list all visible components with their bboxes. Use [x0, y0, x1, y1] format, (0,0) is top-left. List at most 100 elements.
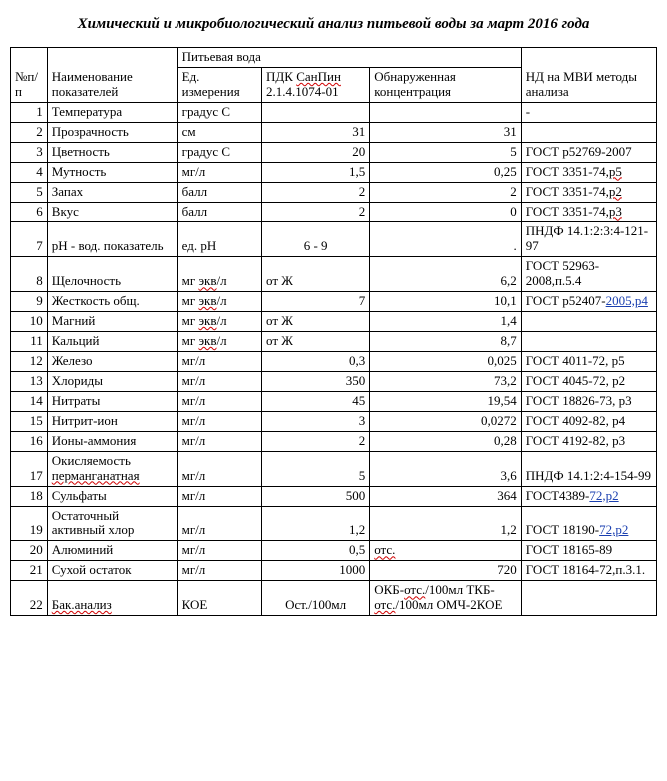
cell-unit: мг экв/л: [177, 312, 261, 332]
cell-name: Кальций: [47, 332, 177, 352]
cell-nd: [521, 332, 656, 352]
cell-nd: ГОСТ 3351-74,р3: [521, 202, 656, 222]
cell-name: Нитраты: [47, 391, 177, 411]
cell-name: Сульфаты: [47, 486, 177, 506]
cell-number: 10: [11, 312, 48, 332]
cell-unit: градус С: [177, 142, 261, 162]
cell-number: 8: [11, 257, 48, 292]
cell-name: Ионы-аммония: [47, 431, 177, 451]
table-row: 17Окисляемость перманганатнаямг/л53,6ПНД…: [11, 451, 657, 486]
cell-unit: балл: [177, 182, 261, 202]
header-number: №п/п: [11, 48, 48, 103]
cell-unit: мг/л: [177, 162, 261, 182]
cell-pdk: 2: [262, 431, 370, 451]
cell-number: 2: [11, 122, 48, 142]
cell-number: 7: [11, 222, 48, 257]
cell-unit: мг/л: [177, 371, 261, 391]
table-row: 9Жесткость общ.мг экв/л710,1ГОСТ р52407-…: [11, 292, 657, 312]
cell-number: 12: [11, 352, 48, 372]
cell-number: 17: [11, 451, 48, 486]
cell-nd: ГОСТ 3351-74,р2: [521, 182, 656, 202]
header-name: Наименование показателей: [47, 48, 177, 103]
cell-nd: -: [521, 102, 656, 122]
cell-unit: мг/л: [177, 391, 261, 411]
table-row: 21Сухой остатокмг/л1000720ГОСТ 18164-72,…: [11, 561, 657, 581]
table-row: 5Запахбалл22ГОСТ 3351-74,р2: [11, 182, 657, 202]
table-row: 16Ионы-аммониямг/л20,28ГОСТ 4192-82, р3: [11, 431, 657, 451]
cell-number: 9: [11, 292, 48, 312]
cell-number: 21: [11, 561, 48, 581]
cell-number: 15: [11, 411, 48, 431]
cell-conc: 3,6: [370, 451, 521, 486]
cell-conc: 2: [370, 182, 521, 202]
cell-pdk: 3: [262, 411, 370, 431]
cell-pdk: 6 - 9: [262, 222, 370, 257]
cell-unit: градус С: [177, 102, 261, 122]
cell-conc: 1,2: [370, 506, 521, 541]
page-title: Химический и микробиологический анализ п…: [10, 16, 657, 33]
cell-pdk: 5: [262, 451, 370, 486]
cell-conc: 10,1: [370, 292, 521, 312]
cell-number: 6: [11, 202, 48, 222]
cell-unit: мг экв/л: [177, 257, 261, 292]
cell-conc: 5: [370, 142, 521, 162]
cell-name: Цветность: [47, 142, 177, 162]
cell-conc: 31: [370, 122, 521, 142]
cell-number: 4: [11, 162, 48, 182]
cell-number: 22: [11, 581, 48, 616]
table-row: 4Мутностьмг/л1,50,25ГОСТ 3351-74,р5: [11, 162, 657, 182]
cell-conc: 6,2: [370, 257, 521, 292]
cell-nd: ГОСТ 52963-2008,п.5.4: [521, 257, 656, 292]
cell-number: 11: [11, 332, 48, 352]
cell-conc: 0: [370, 202, 521, 222]
cell-unit: ед. рН: [177, 222, 261, 257]
header-water: Питьевая вода: [177, 48, 521, 68]
cell-name: Окисляемость перманганатная: [47, 451, 177, 486]
cell-number: 16: [11, 431, 48, 451]
cell-number: 1: [11, 102, 48, 122]
cell-conc: [370, 102, 521, 122]
cell-pdk: 1,2: [262, 506, 370, 541]
cell-number: 20: [11, 541, 48, 561]
cell-unit: мг/л: [177, 561, 261, 581]
cell-pdk: 0,3: [262, 352, 370, 372]
table-row: 15Нитрит-ионмг/л30,0272ГОСТ 4092-82, р4: [11, 411, 657, 431]
cell-unit: КОЕ: [177, 581, 261, 616]
cell-unit: мг/л: [177, 486, 261, 506]
table-row: 14Нитратымг/л4519,54ГОСТ 18826-73, р3: [11, 391, 657, 411]
header-unit: Ед. измерения: [177, 67, 261, 102]
cell-conc: 720: [370, 561, 521, 581]
cell-nd: ГОСТ 18164-72,п.3.1.: [521, 561, 656, 581]
cell-pdk: 2: [262, 182, 370, 202]
header-conc: Обнаруженная концентрация: [370, 67, 521, 102]
table-row: 1Температураградус С-: [11, 102, 657, 122]
cell-unit: мг/л: [177, 352, 261, 372]
header-nd: НД на МВИ методы анализа: [521, 48, 656, 103]
cell-pdk: 1000: [262, 561, 370, 581]
table-row: 3Цветностьградус С205ГОСТ р52769-2007: [11, 142, 657, 162]
cell-conc: 73,2: [370, 371, 521, 391]
cell-unit: мг/л: [177, 541, 261, 561]
cell-pdk: от Ж: [262, 312, 370, 332]
cell-conc: 8,7: [370, 332, 521, 352]
cell-nd: ПНДФ 14.1:2:4-154-99: [521, 451, 656, 486]
cell-number: 14: [11, 391, 48, 411]
cell-nd: ГОСТ4389-72,р2: [521, 486, 656, 506]
cell-conc: 364: [370, 486, 521, 506]
table-row: 19Остаточный активный хлормг/л1,21,2ГОСТ…: [11, 506, 657, 541]
cell-pdk: 20: [262, 142, 370, 162]
cell-name: Прозрачность: [47, 122, 177, 142]
cell-pdk: Ост./100мл: [262, 581, 370, 616]
cell-nd: ГОСТ р52769-2007: [521, 142, 656, 162]
cell-name: Хлориды: [47, 371, 177, 391]
cell-nd: ПНДФ 14.1:2:3:4-121-97: [521, 222, 656, 257]
table-row: 6Вкусбалл20ГОСТ 3351-74,р3: [11, 202, 657, 222]
table-row: 10Магниймг экв/лот Ж1,4: [11, 312, 657, 332]
cell-pdk: 2: [262, 202, 370, 222]
cell-pdk: 1,5: [262, 162, 370, 182]
cell-nd: ГОСТ 4092-82, р4: [521, 411, 656, 431]
cell-name: Нитрит-ион: [47, 411, 177, 431]
cell-unit: мг/л: [177, 506, 261, 541]
cell-conc: 1,4: [370, 312, 521, 332]
table-row: 13Хлоридымг/л35073,2ГОСТ 4045-72, р2: [11, 371, 657, 391]
